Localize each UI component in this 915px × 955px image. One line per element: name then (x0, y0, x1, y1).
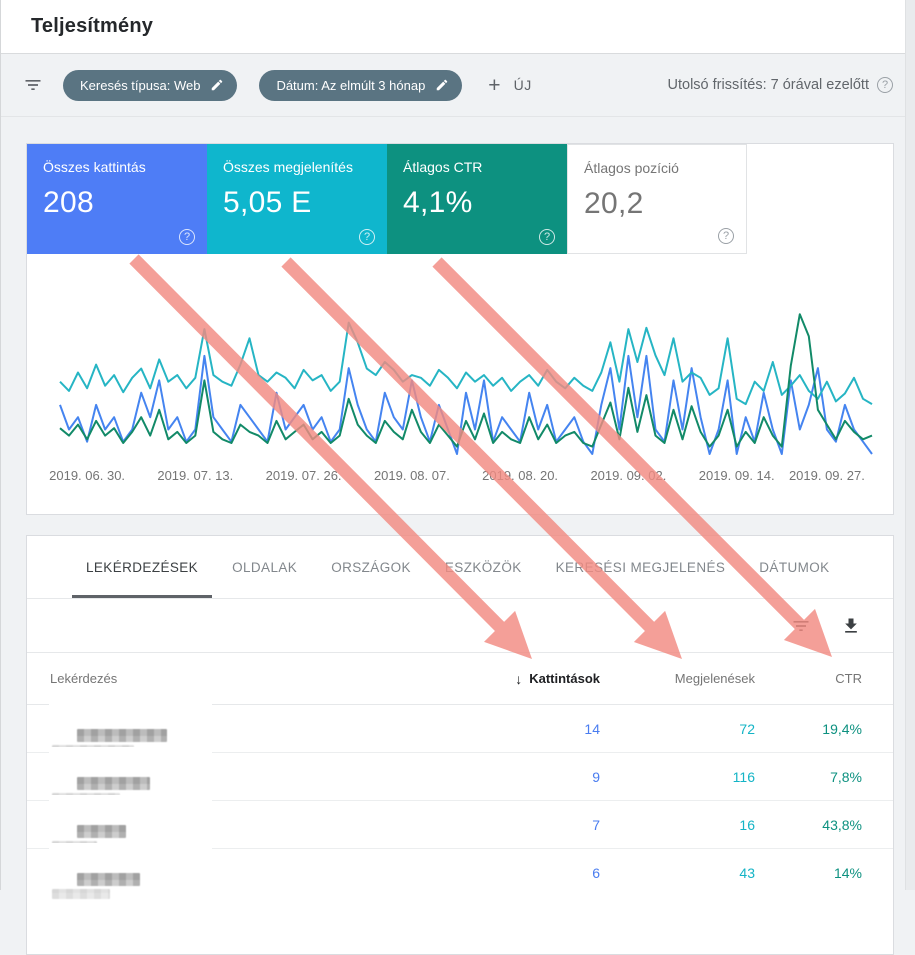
help-icon[interactable]: ? (359, 229, 375, 245)
table-row[interactable]: 7 16 43,8% (27, 795, 893, 854)
metric-label: Átlagos CTR (403, 159, 483, 175)
x-axis-tick-label: 2019. 07. 26. (266, 468, 342, 483)
metric-tile-average-ctr[interactable]: Átlagos CTR 4,1% ? (387, 144, 567, 254)
x-axis-tick-label: 2019. 08. 20. (482, 468, 558, 483)
last-update: Utolsó frissítés: 7 órával ezelőtt ? (668, 77, 893, 93)
last-update-text: Utolsó frissítés: 7 órával ezelőtt (667, 77, 869, 93)
filter-chip-date[interactable]: Dátum: Az elmúlt 3 hónap (259, 69, 463, 101)
pencil-icon[interactable] (435, 78, 449, 92)
tab-pages[interactable]: OLDALAK (232, 559, 298, 575)
table-toolbar (27, 599, 893, 653)
metric-label: Összes kattintás (43, 159, 146, 175)
filter-chip-search-type[interactable]: Keresés típusa: Web (63, 69, 238, 101)
plus-icon: + (488, 73, 501, 97)
table-header-row: Lekérdezés ↓ Kattintások Megjelenések CT… (27, 653, 893, 705)
ctr-value: 19,4% (822, 720, 862, 737)
tab-countries[interactable]: ORSZÁGOK (331, 559, 411, 575)
ctr-value: 14% (833, 865, 862, 881)
impressions-value: 43 (739, 865, 755, 881)
filter-chip-label: Keresés típusa: Web (80, 77, 201, 93)
ctr-value: 43,8% (822, 816, 862, 833)
new-filter-label: ÚJ (513, 77, 532, 93)
impressions-value: 116 (732, 768, 755, 785)
new-filter-button[interactable]: + ÚJ (488, 75, 532, 96)
dimension-tabs: LEKÉRDEZÉSEK OLDALAK ORSZÁGOK ESZKÖZÖK K… (27, 536, 893, 599)
metric-value: 4,1% (403, 186, 473, 219)
clicks-value: 7 (592, 816, 600, 833)
x-axis-tick-label: 2019. 07. 13. (157, 468, 233, 483)
tab-queries[interactable]: LEKÉRDEZÉSEK (69, 536, 215, 598)
chart-line-clicks (59, 354, 873, 455)
page-title: Teljesítmény (31, 15, 154, 37)
filter-list-icon[interactable] (23, 75, 43, 95)
help-icon[interactable]: ? (877, 77, 893, 93)
metric-tile-total-impressions[interactable]: Összes megjelenítés 5,05 E ? (207, 144, 387, 254)
app-header: Teljesítmény (1, 0, 915, 54)
help-icon[interactable]: ? (718, 228, 734, 244)
x-axis-tick-label: 2019. 06. 30. (49, 468, 125, 483)
metric-tile-total-clicks[interactable]: Összes kattintás 208 ? (27, 144, 207, 254)
clicks-value: 9 (592, 768, 600, 785)
performance-card: Összes kattintás 208 ? Összes megjelenít… (26, 143, 894, 515)
column-header-ctr[interactable]: CTR (835, 671, 862, 686)
chart-area: 2019. 06. 30. 2019. 07. 13. 2019. 07. 26. 2… (27, 254, 893, 514)
tab-dates[interactable]: DÁTUMOK (759, 559, 830, 575)
tab-devices[interactable]: ESZKÖZÖK (444, 559, 522, 575)
column-header-query: Lekérdezés (50, 671, 118, 686)
metrics-row: Összes kattintás 208 ? Összes megjelenít… (27, 144, 893, 254)
metric-tile-average-position[interactable]: Átlagos pozíció 20,2 ? (567, 144, 747, 254)
help-icon[interactable]: ? (179, 229, 195, 245)
redacted-query (49, 843, 212, 903)
column-header-clicks[interactable]: ↓ Kattintások (460, 671, 600, 687)
metric-value: 20,2 (584, 187, 644, 220)
column-header-impressions[interactable]: Megjelenések (674, 671, 755, 686)
metric-value: 5,05 E (223, 186, 312, 219)
column-header-clicks-label: Kattintások (529, 671, 600, 686)
sort-desc-icon: ↓ (515, 670, 523, 687)
x-axis-tick-label: 2019. 08. 07. (374, 468, 450, 483)
x-axis-tick-label: 2019. 09. 02. (590, 468, 666, 483)
clicks-value: 14 (584, 720, 600, 737)
vertical-scrollbar[interactable] (905, 0, 915, 890)
help-icon[interactable]: ? (539, 229, 555, 245)
filter-chip-label: Dátum: Az elmúlt 3 hónap (276, 77, 426, 93)
table-row[interactable]: 14 72 19,4% (27, 699, 893, 758)
metric-label: Összes megjelenítés (223, 159, 353, 175)
metric-value: 208 (43, 186, 94, 219)
main-content: Összes kattintás 208 ? Összes megjelenít… (26, 143, 894, 955)
download-icon[interactable] (841, 616, 861, 636)
clicks-value: 6 (592, 865, 600, 881)
x-axis-tick-label: 2019. 09. 14. (699, 468, 775, 483)
filter-bar: Keresés típusa: Web Dátum: Az elmúlt 3 h… (1, 54, 915, 117)
performance-chart: 2019. 06. 30. 2019. 07. 13. 2019. 07. 26. 2… (49, 313, 873, 483)
tab-search-appearance[interactable]: KERESÉSI MEGJELENÉS (555, 559, 726, 575)
impressions-value: 16 (739, 816, 755, 833)
ctr-value: 7,8% (830, 768, 862, 785)
table-filter-icon[interactable] (791, 616, 811, 636)
pencil-icon[interactable] (210, 78, 224, 92)
table-row[interactable]: 9 116 7,8% (27, 747, 893, 806)
metric-label: Átlagos pozíció (584, 160, 679, 176)
impressions-value: 72 (739, 720, 755, 737)
query-table-card: LEKÉRDEZÉSEK OLDALAK ORSZÁGOK ESZKÖZÖK K… (26, 535, 894, 955)
x-axis-tick-label: 2019. 09. 27. (789, 468, 865, 483)
